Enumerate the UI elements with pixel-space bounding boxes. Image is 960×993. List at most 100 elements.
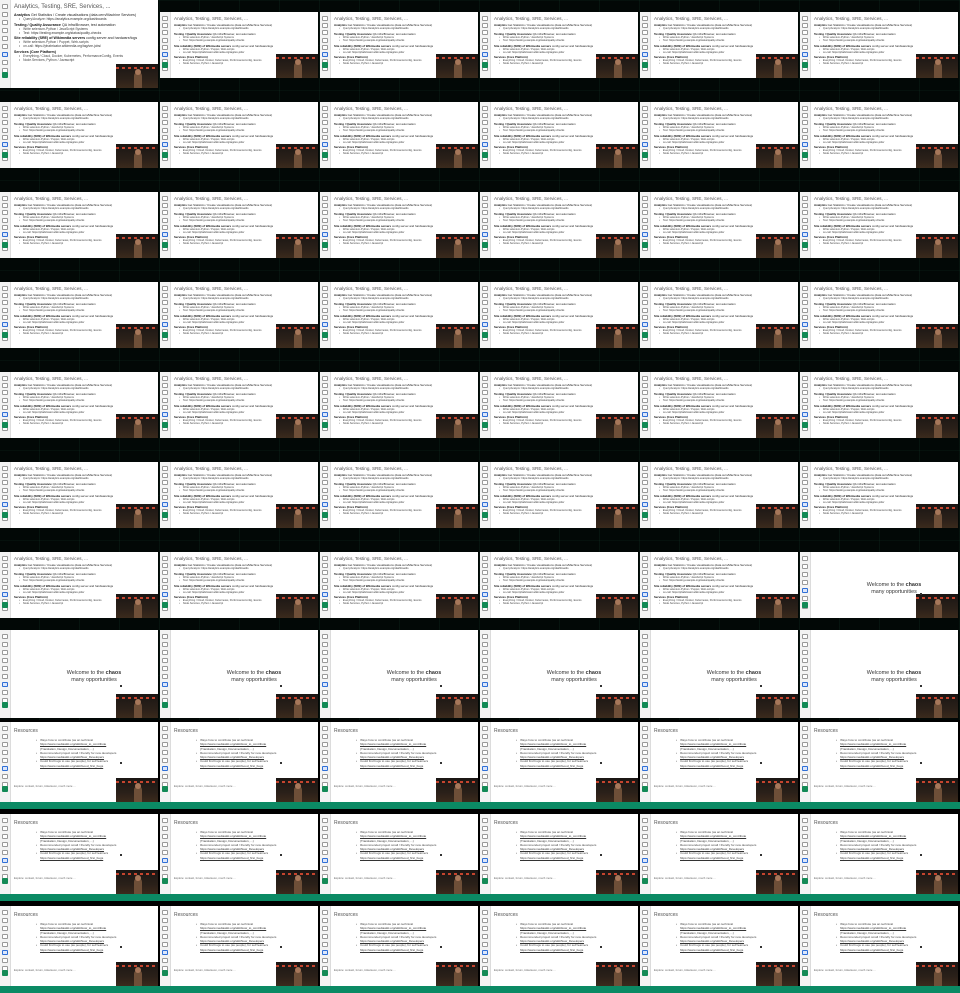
- toolbar-tool-icon[interactable]: [642, 758, 648, 763]
- toolbar-tool-icon[interactable]: [2, 674, 8, 679]
- toolbar-tool-icon[interactable]: [802, 502, 808, 507]
- toolbar-tool-icon[interactable]: [482, 934, 488, 939]
- toolbar-tool-icon[interactable]: [162, 300, 168, 306]
- toolbar-tool-icon[interactable]: [802, 950, 808, 955]
- bullet-link[interactable]: https://phabricator.wikimedia.org/tag/sr…: [832, 230, 885, 234]
- toolbar-tool-icon[interactable]: [802, 473, 808, 479]
- toolbar-action-icon[interactable]: [162, 152, 168, 158]
- toolbar-tool-icon[interactable]: [322, 52, 328, 57]
- toolbar-tool-icon[interactable]: [482, 842, 488, 847]
- toolbar-tool-icon[interactable]: [802, 564, 808, 569]
- resource-link[interactable]: https://www.mediawiki.org/wiki/How_to_co…: [680, 834, 747, 839]
- toolbar-tool-icon[interactable]: [162, 120, 168, 126]
- toolbar-tool-icon[interactable]: [162, 106, 168, 111]
- toolbar-tool-icon[interactable]: [2, 314, 8, 320]
- resource-link[interactable]: https://www.mediawiki.org/wiki/New_Devel…: [200, 847, 265, 852]
- toolbar-tool-icon[interactable]: [802, 113, 808, 119]
- resource-link[interactable]: https://www.mediawiki.org/wiki/New_Devel…: [840, 939, 905, 944]
- bullet-link[interactable]: https://phabricator.wikimedia.org/tag/sr…: [512, 320, 565, 324]
- toolbar-tool-icon[interactable]: [642, 120, 648, 126]
- toolbar-tool-icon[interactable]: [802, 674, 808, 679]
- toolbar-tool-icon[interactable]: [322, 293, 328, 299]
- resource-link[interactable]: https://www.mediawiki.org/wiki/New_Devel…: [40, 755, 105, 760]
- slide-thumbnail-analytics[interactable]: Analytics, Testing, SRE, Services, ... A…: [320, 102, 478, 168]
- toolbar-tool-icon[interactable]: [2, 127, 8, 133]
- bullet-link[interactable]: https://phabricator.wikimedia.org/tag/sr…: [832, 50, 885, 54]
- toolbar-action-icon[interactable]: [802, 422, 808, 428]
- resource-link[interactable]: https://www.mediawiki.org/wiki/New_Devel…: [40, 847, 105, 852]
- toolbar-tool-icon[interactable]: [482, 866, 488, 871]
- slide-thumbnail-analytics[interactable]: Analytics, Testing, SRE, Services, ... A…: [480, 282, 638, 348]
- toolbar-tool-icon[interactable]: [2, 210, 8, 216]
- toolbar-action-icon[interactable]: [802, 152, 808, 158]
- toolbar-action-icon[interactable]: [162, 332, 168, 338]
- resource-link[interactable]: https://www.mediawiki.org/wiki/New_Devel…: [680, 847, 745, 852]
- bullet-link[interactable]: https://phabricator.wikimedia.org/tag/sr…: [352, 320, 405, 324]
- toolbar-tool-icon[interactable]: [802, 106, 808, 111]
- slide-thumbnail-resources[interactable]: Resources Ways how to contribute (as an …: [0, 814, 158, 894]
- resource-link[interactable]: https://www.mediawiki.org/wiki/New_Devel…: [360, 755, 425, 760]
- toolbar-tool-icon[interactable]: [2, 487, 8, 493]
- toolbar-tool-icon[interactable]: [162, 286, 168, 291]
- toolbar-tool-icon[interactable]: [322, 383, 328, 389]
- slide-thumbnail-analytics[interactable]: Analytics, Testing, SRE, Services, ... A…: [0, 372, 158, 438]
- toolbar-tool-icon[interactable]: [802, 572, 808, 577]
- toolbar-tool-icon[interactable]: [162, 473, 168, 479]
- toolbar-action-icon[interactable]: [162, 602, 168, 608]
- toolbar-tool-icon[interactable]: [802, 30, 808, 36]
- bullet-link[interactable]: https://phabricator.wikimedia.org/tag/sr…: [352, 410, 405, 414]
- toolbar-tool-icon[interactable]: [2, 106, 8, 111]
- slide-thumbnail-analytics[interactable]: Analytics, Testing, SRE, Services, ... A…: [160, 372, 318, 438]
- toolbar-tool-icon[interactable]: [802, 293, 808, 299]
- toolbar-tool-icon[interactable]: [162, 592, 168, 597]
- toolbar-tool-icon[interactable]: [322, 390, 328, 396]
- toolbar-tool-icon[interactable]: [322, 950, 328, 955]
- toolbar-tool-icon[interactable]: [2, 113, 8, 119]
- toolbar-tool-icon[interactable]: [2, 634, 8, 639]
- toolbar-tool-icon[interactable]: [322, 30, 328, 36]
- toolbar-action-icon[interactable]: [322, 422, 328, 428]
- toolbar-tool-icon[interactable]: [162, 950, 168, 955]
- slide-thumbnail-resources[interactable]: Resources Ways how to contribute (as an …: [320, 906, 478, 986]
- toolbar-action-icon[interactable]: [802, 512, 808, 518]
- resource-link[interactable]: https://www.mediawiki.org/wiki/New_Devel…: [360, 847, 425, 852]
- toolbar-tool-icon[interactable]: [642, 466, 648, 471]
- bullet-link[interactable]: https://analytics.example.org/dashboards: [361, 567, 409, 571]
- toolbar-tool-icon[interactable]: [482, 950, 488, 955]
- toolbar-tool-icon[interactable]: [322, 834, 328, 839]
- toolbar-tool-icon[interactable]: [2, 766, 8, 771]
- toolbar-tool-icon[interactable]: [162, 570, 168, 576]
- toolbar-tool-icon[interactable]: [642, 494, 648, 500]
- toolbar-tool-icon[interactable]: [802, 142, 808, 147]
- toolbar-action-icon[interactable]: [482, 702, 488, 708]
- slide-thumbnail-resources[interactable]: Resources Ways how to contribute (as an …: [160, 814, 318, 894]
- resource-link[interactable]: https://www.mediawiki.org/wiki/New_Devel…: [840, 755, 905, 760]
- toolbar-tool-icon[interactable]: [2, 926, 8, 931]
- toolbar-tool-icon[interactable]: [482, 412, 488, 417]
- toolbar-tool-icon[interactable]: [802, 750, 808, 755]
- bullet-link[interactable]: https://phabricator.wikimedia.org/tag/sr…: [352, 590, 405, 594]
- bullet-link[interactable]: https://testing.example.org/status/quali…: [669, 38, 725, 42]
- toolbar-tool-icon[interactable]: [642, 818, 648, 823]
- toolbar-tool-icon[interactable]: [162, 412, 168, 417]
- toolbar-tool-icon[interactable]: [802, 556, 808, 561]
- toolbar-tool-icon[interactable]: [162, 16, 168, 21]
- toolbar-tool-icon[interactable]: [322, 494, 328, 500]
- toolbar-action-icon[interactable]: [642, 702, 648, 708]
- toolbar-tool-icon[interactable]: [482, 23, 488, 29]
- toolbar-tool-icon[interactable]: [2, 36, 8, 41]
- toolbar-tool-icon[interactable]: [802, 314, 808, 320]
- toolbar-tool-icon[interactable]: [802, 120, 808, 126]
- toolbar-tool-icon[interactable]: [2, 480, 8, 486]
- toolbar-tool-icon[interactable]: [162, 818, 168, 823]
- toolbar-tool-icon[interactable]: [322, 300, 328, 306]
- toolbar-tool-icon[interactable]: [162, 850, 168, 855]
- toolbar-tool-icon[interactable]: [162, 556, 168, 561]
- toolbar-action-icon[interactable]: [482, 512, 488, 518]
- toolbar-tool-icon[interactable]: [642, 666, 648, 671]
- toolbar-tool-icon[interactable]: [162, 314, 168, 320]
- bullet-link[interactable]: https://analytics.example.org/dashboards: [201, 567, 249, 571]
- toolbar-tool-icon[interactable]: [322, 866, 328, 871]
- resource-link[interactable]: https://www.mediawiki.org/wiki/Good_firs…: [520, 763, 584, 768]
- bullet-link[interactable]: https://testing.example.org/status/quali…: [189, 308, 245, 312]
